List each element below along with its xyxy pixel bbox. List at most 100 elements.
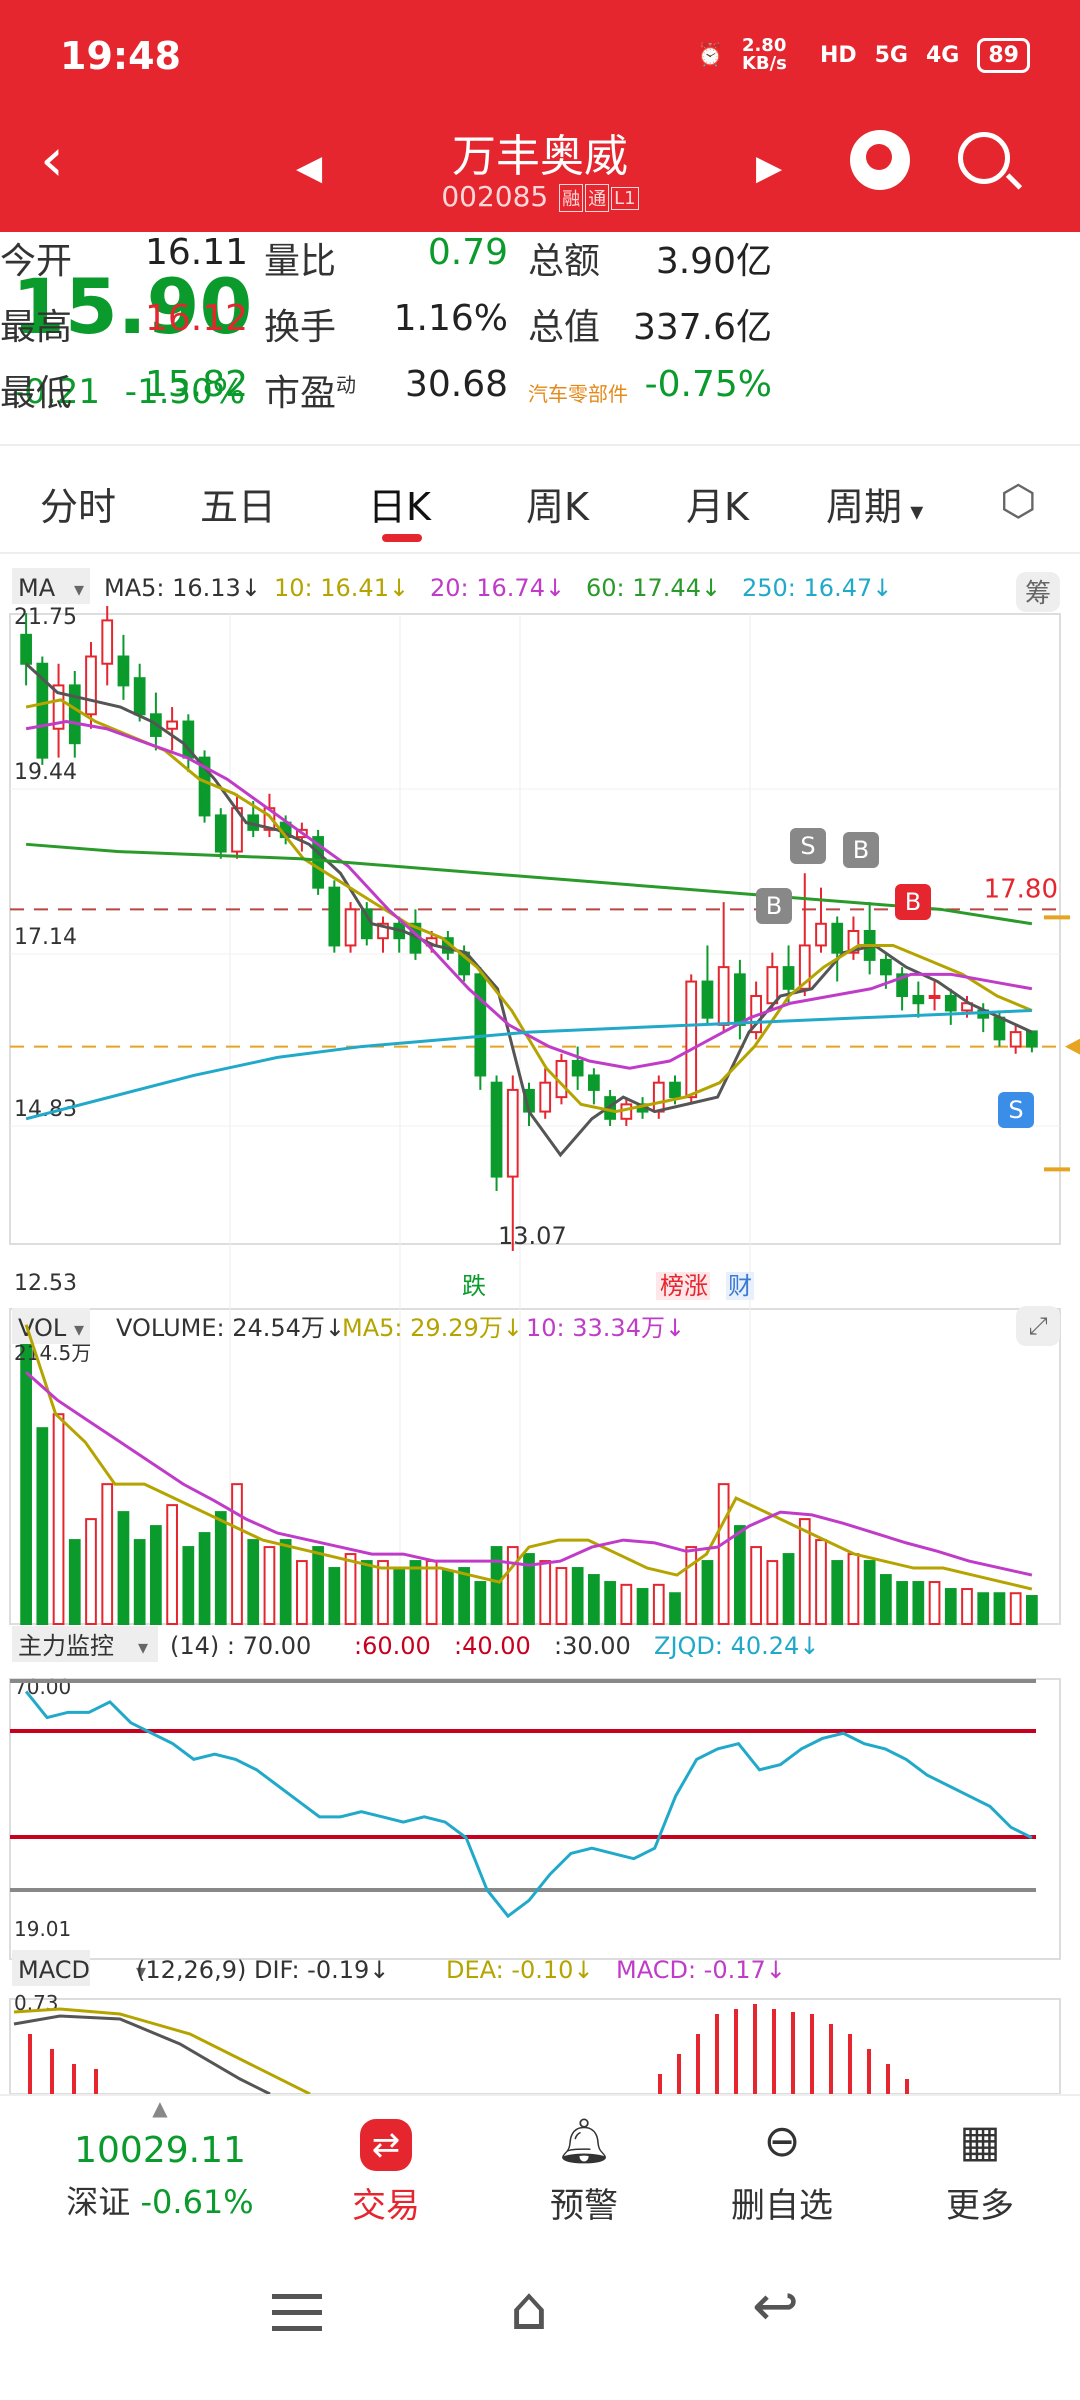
volume-bar [231, 1483, 243, 1625]
index-name: 深证 [66, 2183, 131, 2221]
back-nav-icon[interactable]: ↩ [752, 2274, 799, 2339]
vol-legend-item-2: 10: 33.34万↓ [526, 1314, 685, 1342]
kline-chart[interactable]: MA ▾ MA5: 16.13↓ 10: 16.41↓ 20: 16.74↓ 60: 17… [0, 554, 1080, 2096]
back-icon[interactable]: ‹ [40, 125, 64, 195]
nav-alert[interactable]: 🔔︎ 预警 [504, 2116, 664, 2227]
trade-badge-bg-2 [756, 888, 792, 924]
stock-code: 002085 [441, 180, 549, 213]
index-value: 10029.11 [74, 2130, 246, 2171]
volume-bar [847, 1553, 860, 1626]
system-nav-bar: ⌂ ↩ [0, 2244, 1080, 2400]
tab-monthly-k[interactable]: 月K [686, 485, 749, 529]
search-icon[interactable] [958, 132, 1010, 184]
candle-up [344, 908, 357, 947]
volume-bar [588, 1574, 600, 1625]
candle-down [490, 1081, 503, 1178]
volume-bar [247, 1539, 260, 1626]
tab-period-label: 周期 [826, 485, 903, 529]
tab-period[interactable]: 周期 ▾ [826, 476, 923, 531]
index-widget[interactable]: ▲ 10029.11 深证 -0.61% [40, 2096, 280, 2223]
candle-up [1009, 1031, 1022, 1048]
volume-bar [604, 1581, 616, 1626]
chart-area[interactable]: MA ▾ MA5: 16.13↓ 10: 16.41↓ 20: 16.74↓ 60: 17… [0, 554, 1080, 2096]
settings-hex-icon[interactable]: ⬡ [1000, 476, 1037, 525]
volume-bar [523, 1553, 535, 1626]
vol-ma5-line [24, 1324, 1033, 1591]
sell-badge-bg [998, 1092, 1034, 1128]
home-icon[interactable]: ⌂ [510, 2274, 549, 2344]
candle-up [101, 619, 114, 665]
assistant-robot-icon[interactable] [850, 130, 910, 190]
volume-bar [68, 1539, 81, 1626]
volume-bar [961, 1588, 973, 1625]
menu-icon[interactable] [272, 2294, 322, 2334]
quote-value-1: 0.79 [427, 232, 508, 273]
zl-legend-item-0: (14) : 70.00 [170, 1632, 311, 1660]
title-bar: ‹ ◀ 万丰奥威 002085 融通 L1 ▶ [0, 110, 1080, 232]
candle-up [52, 684, 65, 730]
nav-alert-label: 预警 [550, 2186, 618, 2226]
candle-down [328, 886, 341, 947]
tab-intraday[interactable]: 分时 [40, 485, 117, 529]
candle-up [377, 922, 389, 940]
volume-bar [117, 1511, 130, 1625]
ma-legend-box [12, 568, 90, 604]
ma-legend-item-1: 10: 16.41↓ [274, 574, 409, 602]
stock-code-line: 002085 融通 L1 [0, 180, 1080, 213]
ma20-line [25, 719, 1033, 1070]
nav-more[interactable]: ▦ 更多 [900, 2116, 1060, 2227]
k-axis-label-0: 21.75 [14, 605, 77, 630]
volume-bar [896, 1581, 908, 1626]
volume-bar [150, 1525, 162, 1625]
candle-up [847, 929, 860, 954]
tab-weekly-k[interactable]: 周K [526, 485, 589, 529]
nav-remove-watch[interactable]: ⊖ 删自选 [702, 2116, 862, 2227]
signal-4g-icon: 4G [926, 42, 960, 68]
tab-daily-k[interactable]: 日K [368, 485, 431, 529]
expand-button [1016, 1306, 1060, 1346]
candle-up [685, 980, 698, 1099]
volume-bar [296, 1560, 308, 1625]
macd-legend-item-2: MACD: -0.17↓ [616, 1956, 786, 1984]
candle-up [166, 720, 178, 730]
macd-legend-box [12, 1950, 90, 1986]
ma250-line [25, 1008, 1032, 1121]
price-change: -0.21 -1.30% [12, 372, 245, 412]
trade-badge-bg-1 [843, 832, 879, 868]
candle-down [734, 973, 746, 1026]
quote-label-1: 量比 [264, 241, 337, 282]
volume-bar [652, 1583, 665, 1625]
dea-line [13, 2007, 311, 2096]
status-icons: ⏰ 2.80 KB/s HD 5G 4G 89 [697, 30, 1030, 80]
volume-bar [279, 1539, 292, 1626]
quote-value-7: 30.68 [404, 364, 508, 405]
ma-legend-item-2: 20: 16.74↓ [430, 574, 565, 602]
vol-legend-name: VOL [18, 1314, 67, 1342]
current-price-marker-icon [1065, 1038, 1080, 1055]
bell-icon: 🔔︎ [556, 2116, 612, 2167]
next-stock-icon[interactable]: ▶ [756, 148, 783, 188]
nav-trade-label: 交易 [352, 2186, 420, 2226]
period-tabs: 分时 五日 日K 周K 月K 周期 ▾ ⬡ [0, 446, 1080, 554]
vol-legend-item-1: MA5: 29.29万↓ [342, 1314, 523, 1342]
quote-label-3: 最高 [0, 307, 73, 348]
vol-legend-item-0: VOLUME: 24.54万↓ [116, 1314, 345, 1342]
panel-frame-0 [9, 613, 1061, 1245]
tag-rong: 融 [559, 184, 584, 212]
volume-bar [944, 1588, 957, 1625]
grid-icon: ▦ [959, 2116, 1001, 2167]
ma10-line [25, 698, 1033, 1114]
nav-trade[interactable]: ⇄ 交易 [306, 2116, 466, 2227]
change-value: -0.21 [12, 372, 100, 412]
prev-stock-icon[interactable]: ◀ [296, 148, 323, 188]
ma5-line [25, 662, 1033, 1158]
chevron-down-icon: ▾ [902, 497, 924, 527]
ma-legend-name: MA [18, 574, 56, 602]
quote-value-0: 16.11 [144, 232, 248, 273]
nav-more-label: 更多 [946, 2186, 1014, 2226]
volume-bar [20, 1343, 32, 1625]
tab-five-day[interactable]: 五日 [200, 485, 277, 529]
trade-badge-1: B [853, 836, 869, 864]
volume-bar [815, 1539, 827, 1626]
candle-down [571, 1060, 584, 1077]
